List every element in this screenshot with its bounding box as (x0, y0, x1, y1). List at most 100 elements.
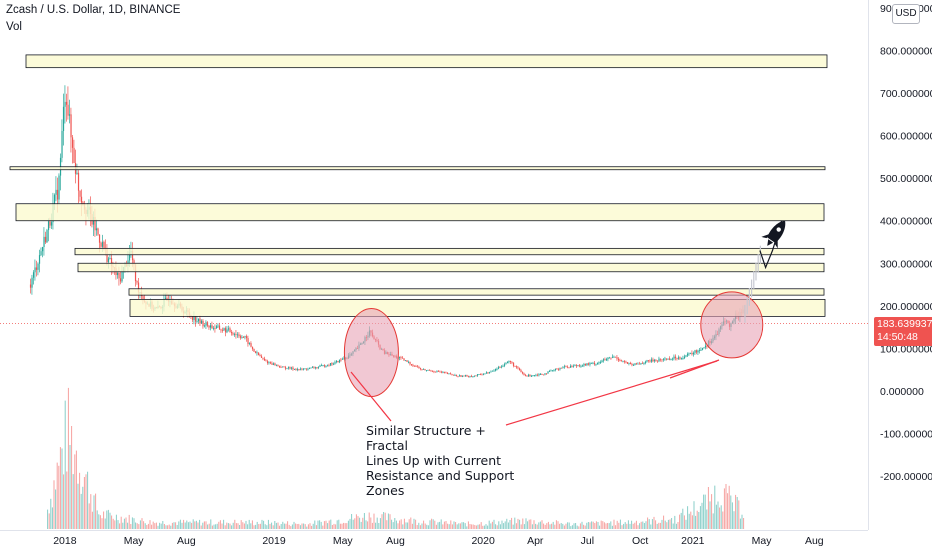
candle-body (316, 367, 318, 369)
candle-body (202, 320, 204, 327)
volume-bar (423, 520, 425, 529)
candle (514, 365, 516, 367)
candle-body (571, 365, 573, 367)
candle-body (40, 251, 42, 256)
candle-body (98, 234, 101, 243)
volume-bar (579, 523, 581, 529)
candle (523, 372, 525, 376)
candle-body (326, 365, 329, 367)
volume-bar (312, 523, 314, 529)
candle-body (134, 264, 137, 282)
candle-body (121, 271, 123, 282)
volume-bar (523, 524, 525, 529)
volume-bar (736, 497, 738, 529)
candle-body (608, 357, 611, 359)
candle (598, 361, 600, 365)
candle (572, 364, 575, 368)
candle-body (43, 236, 45, 247)
candle-body (251, 346, 254, 349)
candle (494, 368, 497, 372)
candle-body (629, 363, 632, 365)
candle-body (577, 365, 579, 367)
volume-bar (72, 474, 74, 529)
volume-bar (411, 523, 413, 529)
candle (251, 346, 254, 351)
candle-body (109, 258, 111, 259)
candle (205, 320, 207, 330)
volume-bar (301, 523, 303, 529)
y-tick-label: 500.000000 (880, 173, 932, 185)
annotation-text: Similar Structure + Fractal Lines Up wit… (366, 423, 516, 498)
volume-bar (621, 525, 623, 529)
candle-body (235, 334, 237, 335)
volume-bar (243, 523, 245, 529)
volume-bar (203, 521, 205, 529)
candle (70, 107, 72, 153)
candle-body (205, 322, 207, 326)
candle-body (521, 372, 524, 374)
volume-bar (123, 518, 125, 529)
volume-bar (360, 521, 362, 529)
candle-body (413, 365, 416, 367)
volume-bar (631, 520, 633, 529)
volume-bar (525, 518, 527, 529)
candle (587, 362, 590, 366)
candle-body (589, 363, 591, 365)
candle-body (269, 362, 272, 364)
candle (400, 355, 402, 360)
candle (29, 278, 32, 294)
candle (242, 336, 245, 338)
candle-body (703, 347, 705, 349)
candle-body (445, 372, 447, 374)
candle-body (491, 370, 494, 372)
candle-body (592, 362, 594, 364)
candle (100, 241, 102, 250)
highlight-circle (700, 291, 764, 359)
candle (640, 362, 642, 366)
volume-bar (562, 523, 564, 529)
volume-bar (536, 524, 538, 529)
candle-body (232, 333, 234, 335)
volume-bar (93, 495, 95, 529)
volume-bar (376, 517, 378, 529)
volume-bar (373, 513, 375, 529)
candle (323, 364, 326, 368)
candle (599, 360, 602, 365)
candle-body (274, 363, 276, 366)
candle (269, 361, 272, 365)
candle (337, 360, 339, 363)
candle (616, 354, 618, 361)
volume-bar (191, 522, 193, 529)
candle (548, 369, 551, 372)
volume-bar (347, 520, 349, 529)
volume-bar (677, 522, 679, 529)
candle (605, 357, 608, 362)
candle-body (697, 350, 699, 353)
candle-body (449, 373, 452, 375)
candle (574, 364, 576, 367)
volume-bar (728, 485, 730, 529)
volume-bar (287, 521, 289, 529)
candle-body (94, 216, 96, 231)
volume-bar (587, 522, 589, 529)
volume-bar (147, 523, 149, 529)
volume-indicator-label[interactable]: Vol (6, 21, 22, 33)
volume-bar (467, 521, 469, 529)
volume-bar (618, 522, 620, 529)
volume-bar (330, 519, 332, 529)
candle (659, 358, 662, 362)
currency-button[interactable]: USD (892, 4, 920, 24)
projection-bar (755, 262, 757, 281)
candle (116, 270, 119, 279)
candle (530, 374, 533, 377)
volume-bar (66, 471, 68, 529)
candle-body (35, 267, 38, 270)
volume-bar (242, 522, 244, 529)
candle-body (199, 318, 201, 324)
volume-bar (440, 519, 442, 529)
candle-body (424, 369, 426, 371)
candle (655, 358, 657, 362)
volume-bar (96, 510, 98, 529)
candle (638, 361, 641, 365)
